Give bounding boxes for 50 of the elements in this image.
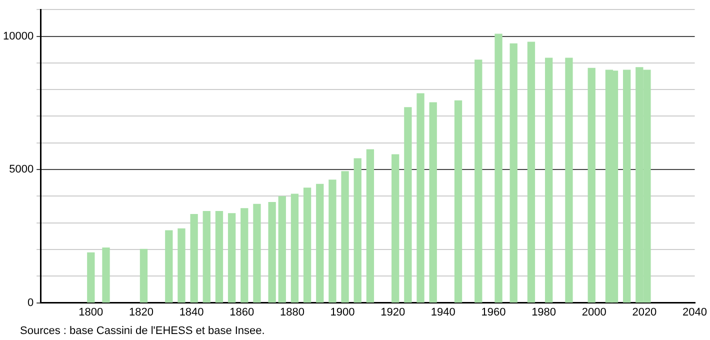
x-tick-label: 1920 <box>380 306 406 318</box>
x-tick-label: 1840 <box>179 306 204 318</box>
bar <box>303 188 312 303</box>
bar <box>565 58 573 303</box>
x-tick-label: 2000 <box>582 306 606 318</box>
x-tick-label: 1860 <box>230 306 254 318</box>
bar <box>268 202 276 303</box>
bar <box>178 228 186 303</box>
x-tick-label: 1880 <box>280 306 304 318</box>
bar <box>354 158 362 303</box>
bar <box>140 248 148 303</box>
bar <box>228 213 236 303</box>
bar <box>527 42 536 303</box>
bar <box>416 93 424 303</box>
bar <box>202 211 210 303</box>
y-tick-label: 5000 <box>9 164 34 176</box>
bar <box>165 230 173 303</box>
x-tick-label: 1940 <box>430 306 456 318</box>
x-tick-label: 1820 <box>128 306 154 318</box>
source-note: Sources : base Cassini de l'EHESS et base Insee. <box>20 325 265 337</box>
bar <box>404 107 412 303</box>
bar <box>253 204 261 303</box>
bar <box>545 58 553 303</box>
bar <box>623 70 631 303</box>
y-tick-label: 0 <box>27 296 34 309</box>
bar <box>474 60 482 303</box>
x-tick-label: 1980 <box>532 306 556 318</box>
x-tick-label: 1900 <box>330 306 355 318</box>
x-tick-label: 1960 <box>481 306 506 318</box>
bar <box>429 102 437 303</box>
bar <box>366 149 374 303</box>
y-tick-label: 10000 <box>2 30 34 42</box>
bar <box>494 34 502 303</box>
bar <box>102 248 110 303</box>
bar <box>392 154 400 303</box>
bar <box>190 214 198 303</box>
bar <box>588 68 596 303</box>
bar <box>87 252 95 303</box>
x-tick-label: 2020 <box>632 306 657 318</box>
bar <box>316 184 324 303</box>
bar <box>215 211 224 303</box>
bar <box>290 194 299 303</box>
bar <box>240 208 248 303</box>
bar <box>341 171 349 303</box>
bar <box>328 180 336 303</box>
x-tick-label: 1800 <box>78 306 104 318</box>
bar <box>510 43 518 303</box>
bar <box>454 100 462 303</box>
bar <box>278 196 286 303</box>
x-tick-label: 2040 <box>682 306 708 318</box>
